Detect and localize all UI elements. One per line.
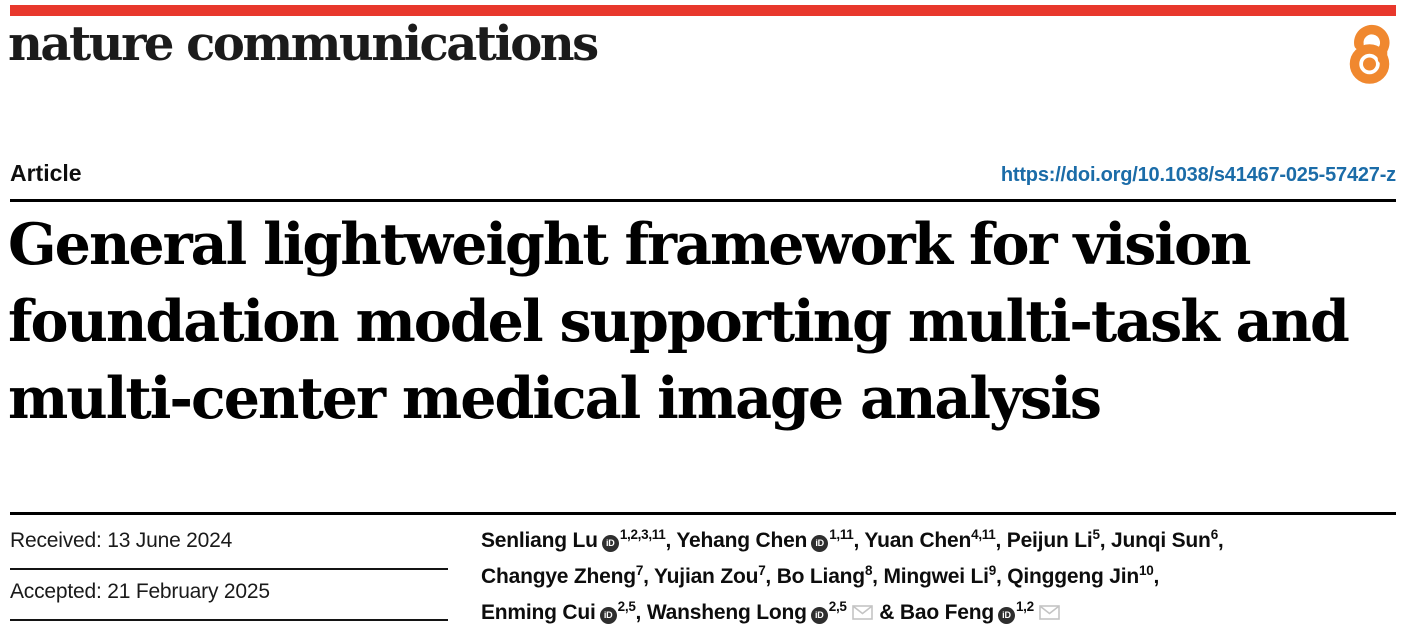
author-name: Yehang Chen (676, 529, 808, 552)
author-separator: , (1099, 529, 1111, 552)
author-name: Peijun Li (1006, 529, 1093, 552)
orcid-icon[interactable]: iD (601, 534, 619, 552)
author-name: Changye Zheng (481, 565, 636, 588)
author-affiliation-superscript: 10 (1139, 563, 1154, 578)
author-affiliation-superscript: 7 (758, 563, 766, 578)
author-name: Enming Cui (481, 601, 596, 624)
author-name: Yuan Chen (864, 529, 972, 552)
author-name: Qinggeng Jin (1007, 565, 1140, 588)
author-affiliation-superscript: 2,5 (828, 599, 847, 614)
accepted-date: Accepted: 21 February 2025 (10, 570, 448, 621)
orcid-icon[interactable]: iD (810, 606, 828, 624)
paper-title-line-2: foundation model supporting multi-task a… (8, 288, 1350, 355)
orcid-icon[interactable]: iD (811, 534, 829, 552)
orcid-icon[interactable]: iD (997, 606, 1015, 624)
doi-link[interactable]: https://doi.org/10.1038/s41467-025-57427… (1000, 164, 1396, 186)
author-affiliation-superscript: 8 (864, 563, 873, 578)
author-affiliation-superscript: 6 (1210, 527, 1219, 542)
author-name: Senliang Lu (481, 529, 598, 552)
author-list: Senliang Lu iD1,2,3,11, Yehang Chen iD1,11… (481, 515, 1396, 632)
open-access-icon (1348, 19, 1394, 90)
paper-title: General lightweight framework for vision… (8, 206, 1398, 437)
author-separator: , (853, 529, 865, 552)
author-line-1: Senliang Lu iD1,2,3,11, Yehang Chen iD1,11… (481, 524, 1396, 560)
author-separator: , (1153, 565, 1160, 588)
brand-red-bar (10, 5, 1396, 16)
author-name: Yujian Zou (654, 565, 759, 588)
author-separator: & (873, 601, 900, 624)
author-affiliation-superscript: 1,2,3,11 (619, 527, 666, 542)
author-separator: , (765, 565, 777, 588)
author-affiliation-superscript: 5 (1092, 527, 1100, 542)
author-name: Junqi Sun (1110, 529, 1211, 552)
author-separator: , (643, 565, 655, 588)
article-type-label: Article (10, 160, 82, 186)
history-dates-column: Received: 13 June 2024 Accepted: 21 Febr… (10, 515, 448, 632)
author-line-2: Changye Zheng7, Yujian Zou7, Bo Liang8, … (481, 560, 1396, 596)
envelope-icon[interactable] (851, 602, 873, 625)
author-separator: , (635, 601, 647, 624)
author-separator: , (995, 529, 1007, 552)
paper-title-line-3: multi-center medical image analysis (8, 365, 1102, 432)
orcid-icon[interactable]: iD (599, 606, 617, 624)
received-date: Received: 13 June 2024 (10, 515, 448, 570)
journal-wordmark: nature communications (8, 16, 599, 72)
author-name: Bao Feng (899, 601, 994, 624)
author-affiliation-superscript: 4,11 (971, 527, 996, 542)
envelope-icon[interactable] (1039, 602, 1060, 625)
author-line-3: Enming Cui iD2,5, Wansheng Long iD2,5 & Ba… (481, 596, 1396, 632)
author-separator: , (995, 565, 1008, 588)
author-affiliation-superscript: 7 (635, 563, 644, 578)
paper-title-line-1: General lightweight framework for vision (8, 211, 1251, 278)
author-name: Wansheng Long (646, 601, 807, 624)
author-name: Bo Liang (776, 565, 865, 588)
author-affiliation-superscript: 9 (988, 563, 997, 578)
author-separator: , (872, 565, 884, 588)
article-header-row: Article https://doi.org/10.1038/s41467-0… (10, 160, 1396, 187)
meta-section: Received: 13 June 2024 Accepted: 21 Febr… (10, 512, 1396, 632)
author-affiliation-superscript: 1,2 (1015, 599, 1034, 614)
divider-under-article (10, 199, 1396, 202)
author-affiliation-superscript: 1,11 (829, 527, 854, 542)
author-affiliation-superscript: 2,5 (617, 599, 636, 614)
author-name: Mingwei Li (883, 565, 989, 588)
author-separator: , (1217, 529, 1224, 552)
author-separator: , (665, 529, 677, 552)
